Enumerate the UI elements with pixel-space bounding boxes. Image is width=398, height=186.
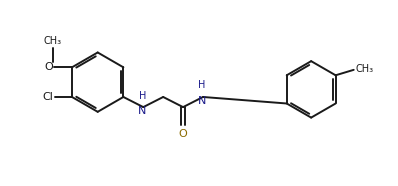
Text: H: H xyxy=(139,91,146,101)
Text: CH₃: CH₃ xyxy=(355,64,373,74)
Text: H: H xyxy=(198,81,206,90)
Text: CH₃: CH₃ xyxy=(44,36,62,46)
Text: N: N xyxy=(198,96,206,106)
Text: N: N xyxy=(138,106,146,116)
Text: Cl: Cl xyxy=(42,92,53,102)
Text: O: O xyxy=(44,62,53,72)
Text: O: O xyxy=(179,129,187,139)
